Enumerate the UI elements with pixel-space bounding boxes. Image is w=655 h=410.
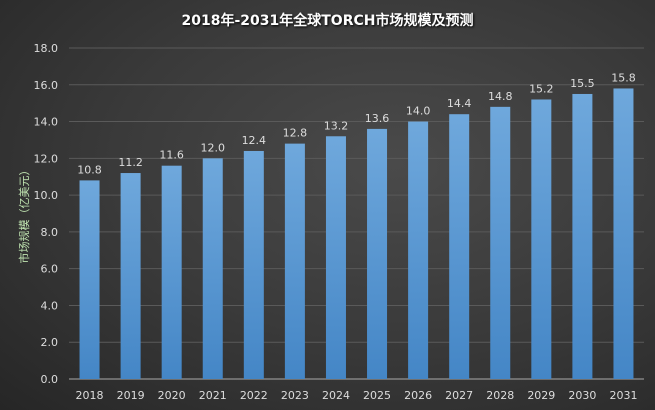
bar-2022: [243, 150, 264, 379]
data-label: 12.0: [201, 141, 226, 154]
y-tick-label: 16.0: [34, 79, 59, 92]
x-tick-label: 2024: [322, 389, 350, 402]
x-tick-label: 2021: [199, 389, 227, 402]
x-tick-label: 2030: [568, 389, 596, 402]
x-tick-label: 2025: [363, 389, 391, 402]
y-tick-label: 4.0: [41, 299, 59, 312]
bar-2023: [284, 143, 305, 379]
x-tick-label: 2023: [281, 389, 309, 402]
data-label: 15.5: [570, 77, 595, 90]
data-label: 12.4: [242, 134, 267, 147]
bar-2019: [120, 173, 141, 379]
x-tick-label: 2020: [158, 389, 186, 402]
data-label: 14.4: [447, 97, 472, 110]
data-label: 13.2: [324, 119, 349, 132]
x-tick-label: 2028: [486, 389, 514, 402]
y-tick-label: 6.0: [41, 263, 59, 276]
bar-2031: [613, 88, 634, 379]
x-tick-label: 2019: [117, 389, 145, 402]
bar-2018: [79, 180, 100, 379]
x-tick-label: 2027: [445, 389, 473, 402]
y-tick-label: 18.0: [34, 42, 59, 55]
x-tick-label: 2026: [404, 389, 432, 402]
y-tick-label: 0.0: [41, 373, 59, 386]
x-tick-label: 2031: [609, 389, 637, 402]
bar-2030: [572, 93, 593, 379]
bar-2029: [531, 99, 552, 379]
bar-2028: [490, 106, 511, 379]
chart-title: 2018年-2031年全球TORCH市场规模及预测: [181, 13, 474, 29]
data-label: 11.2: [118, 156, 143, 169]
x-tick-label: 2029: [527, 389, 555, 402]
bar-2026: [408, 121, 429, 380]
bar-2020: [161, 165, 182, 379]
y-tick-label: 2.0: [41, 336, 59, 349]
x-tick-label: 2018: [76, 389, 104, 402]
bar-2024: [325, 136, 346, 379]
bar-2027: [449, 114, 470, 379]
x-tick-label: 2022: [240, 389, 268, 402]
bar-2021: [202, 158, 223, 379]
bar-2025: [367, 128, 388, 379]
y-tick-label: 14.0: [34, 116, 59, 129]
data-label: 15.2: [529, 82, 554, 95]
data-label: 12.8: [283, 127, 308, 140]
data-label: 10.8: [77, 163, 102, 176]
data-label: 15.8: [611, 71, 636, 84]
data-label: 13.6: [365, 112, 390, 125]
data-label: 14.8: [488, 90, 513, 103]
y-tick-label: 8.0: [41, 226, 59, 239]
y-tick-label: 10.0: [34, 189, 59, 202]
y-tick-label: 12.0: [34, 152, 59, 165]
data-label: 11.6: [159, 149, 184, 162]
data-label: 14.0: [406, 105, 431, 118]
